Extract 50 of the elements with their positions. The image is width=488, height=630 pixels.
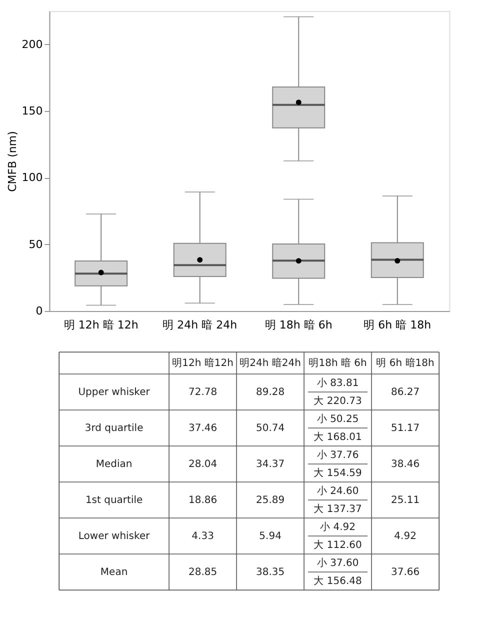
text: 明 6h 暗18h	[376, 357, 434, 369]
text: 明18h 暗 6h	[308, 357, 367, 369]
text: 37.66	[390, 567, 420, 578]
text: 小 4.92	[320, 521, 356, 533]
text: 34.37	[256, 459, 285, 470]
text: 28.85	[188, 567, 218, 578]
text: 25.89	[256, 495, 285, 506]
text: 小 37.60	[316, 557, 359, 569]
x-tick-label: 明 12h 暗 12h	[64, 318, 138, 332]
text: 1st quartile	[85, 495, 143, 506]
text: 28.04	[188, 459, 218, 470]
text: 51.17	[390, 423, 420, 434]
text: 3rd quartile	[84, 423, 144, 434]
text: 37.46	[188, 423, 218, 434]
text: Median	[96, 459, 132, 470]
text: 小 37.76	[316, 449, 359, 461]
text: 25.11	[390, 495, 420, 506]
text: 小 83.81	[316, 377, 359, 389]
text: 明12h 暗12h	[172, 357, 234, 369]
text: 38.46	[390, 459, 420, 470]
text: 18.86	[188, 495, 218, 506]
y-tick-label: 150	[22, 104, 43, 118]
text: 明24h 暗24h	[240, 357, 301, 369]
x-tick-label: 明 6h 暗 18h	[364, 318, 432, 332]
text: 大 156.48	[314, 575, 362, 587]
text: 大 154.59	[314, 467, 362, 479]
text: 86.27	[390, 387, 420, 398]
y-tick-label: 0	[36, 304, 43, 318]
y-tick-label: 200	[22, 38, 43, 51]
y-tick-label: 100	[22, 171, 43, 184]
x-tick-label: 明 18h 暗 6h	[264, 318, 332, 332]
text: 5.94	[259, 531, 282, 542]
text: Mean	[100, 567, 128, 578]
text: 大 168.01	[314, 431, 362, 443]
text: 4.33	[192, 531, 214, 542]
text: 大 112.60	[314, 539, 362, 551]
text: 4.92	[394, 531, 416, 542]
text: 大 137.37	[314, 503, 362, 515]
text: 小 24.60	[316, 485, 359, 497]
text: 50.74	[256, 423, 285, 434]
y-axis-title: CMFB (nm)	[6, 131, 19, 192]
text: 38.35	[256, 567, 285, 578]
text: 89.28	[256, 387, 285, 398]
text: 72.78	[188, 387, 218, 398]
y-tick-label: 50	[28, 238, 43, 251]
x-tick-label: 明 24h 暗 24h	[162, 318, 238, 332]
text: Lower whisker	[78, 531, 151, 542]
text: 大 220.73	[314, 395, 362, 407]
text: Upper whisker	[78, 387, 151, 398]
text: 小 50.25	[316, 413, 359, 425]
